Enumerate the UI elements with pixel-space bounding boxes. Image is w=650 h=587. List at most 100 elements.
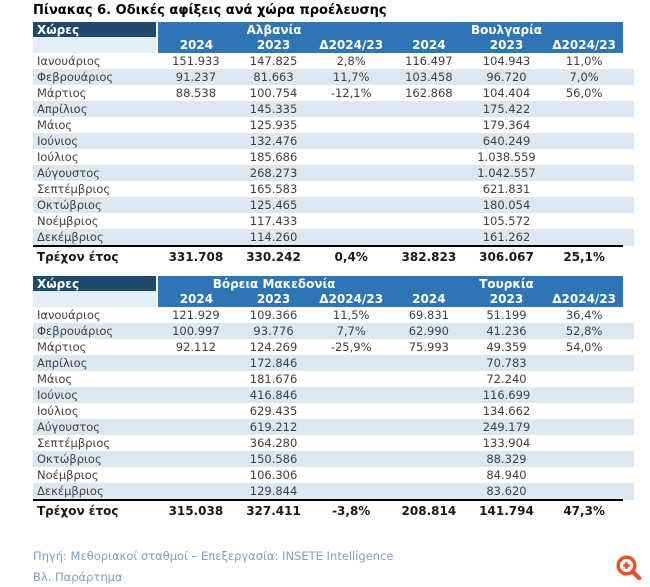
value-cell <box>545 101 623 117</box>
value-cell <box>390 213 468 229</box>
value-cell: 100.754 <box>249 86 298 100</box>
value-cell: 7,7% <box>312 323 391 339</box>
month-row: Ιούλιος 185.686 1.038.559 <box>33 149 634 165</box>
value-cell <box>157 165 235 181</box>
total-label: Τρέχον έτος <box>33 245 158 266</box>
value-cell: 621.831 <box>482 182 531 196</box>
month-label: Απρίλιος <box>33 101 158 117</box>
month-label: Αύγουστος <box>33 165 158 181</box>
value-cell: 91.237 <box>157 69 235 85</box>
value-cell <box>157 117 235 133</box>
total-value-cell: 330.242 <box>234 245 313 266</box>
total-label: Τρέχον έτος <box>33 499 158 520</box>
row-filler <box>622 483 634 500</box>
row-filler <box>623 467 634 483</box>
value-cell <box>312 133 391 149</box>
total-value-cell: 47,3% <box>545 499 623 520</box>
row-filler <box>622 69 634 85</box>
value-cell <box>157 181 235 197</box>
total-filler <box>622 500 634 520</box>
appendix-note: Βλ. Παράρτημα <box>33 570 123 584</box>
row-filler <box>622 451 634 467</box>
value-cell: 11,0% <box>565 54 603 68</box>
month-label: Δεκέμβριος <box>33 483 158 500</box>
month-label: Νοέμβριος <box>37 468 99 482</box>
month-row: Δεκέμβριος 129.844 83.620 <box>33 483 634 500</box>
year-header: 2024 <box>390 37 468 53</box>
value-cell <box>545 451 623 467</box>
row-filler <box>623 307 634 323</box>
month-row: Ιούλιος 629.435 134.662 <box>33 403 634 419</box>
value-cell <box>390 435 468 451</box>
month-label: Αύγουστος <box>33 419 158 435</box>
value-cell <box>545 371 623 387</box>
row-filler <box>623 53 634 69</box>
value-cell <box>545 483 623 500</box>
total-value-cell: 327.411 <box>234 499 313 520</box>
month-label: Ιούλιος <box>37 150 79 164</box>
value-cell: 364.280 <box>249 436 298 450</box>
total-value-cell: 25,1% <box>545 245 623 266</box>
total-value-cell: 141.794 <box>467 499 546 520</box>
value-cell <box>390 451 468 467</box>
row-filler <box>622 229 634 246</box>
value-cell: 150.586 <box>234 451 313 467</box>
value-cell <box>390 149 468 165</box>
value-cell: 36,4% <box>565 308 603 322</box>
country-group-header: Βόρεια Μακεδονία <box>157 276 391 291</box>
value-cell <box>157 467 235 483</box>
month-label: Μάιος <box>37 118 73 132</box>
value-cell <box>390 483 468 500</box>
month-label: Μάρτιος <box>37 86 87 100</box>
total-value-cell: 306.067 <box>467 245 546 266</box>
year-header: 2023 <box>234 37 313 53</box>
value-cell: 181.676 <box>249 372 298 386</box>
value-cell: 133.904 <box>482 436 531 450</box>
value-cell: 103.458 <box>390 69 468 85</box>
row-filler <box>622 323 634 339</box>
value-cell: 629.435 <box>249 404 298 418</box>
value-cell: 1.038.559 <box>477 150 536 164</box>
row-filler <box>623 339 634 355</box>
value-cell: 105.572 <box>482 214 531 228</box>
month-label: Φεβρουάριος <box>33 69 158 85</box>
month-label: Μάιος <box>37 372 73 386</box>
value-cell <box>157 435 235 451</box>
month-label: Ιούνιος <box>33 387 158 403</box>
value-cell <box>312 181 390 197</box>
header-filler <box>622 291 634 307</box>
row-filler <box>623 85 634 101</box>
value-cell: 640.249 <box>467 133 546 149</box>
value-cell <box>157 101 235 117</box>
value-cell: 124.269 <box>249 340 298 354</box>
month-row: Ιούνιος 132.476 640.249 <box>33 133 634 149</box>
month-row: Μάρτιος 88.538 100.754 -12,1% 162.868 104.404… <box>33 85 634 101</box>
value-cell <box>312 371 390 387</box>
countries-corner-header: Χώρες <box>33 276 159 291</box>
value-cell: 104.404 <box>482 86 531 100</box>
total-row: Τρέχον έτος 315.038 327.411 -3,8% 208.814 141… <box>33 499 634 520</box>
row-filler <box>622 101 634 117</box>
value-cell <box>390 165 468 181</box>
country-group-header: Βουλγαρία <box>390 22 623 37</box>
value-cell: 109.366 <box>249 308 298 322</box>
month-row: Σεπτέμβριος 165.583 621.831 <box>33 181 634 197</box>
month-row: Οκτώβριος 125.465 180.054 <box>33 197 634 213</box>
value-cell: 49.359 <box>486 340 527 354</box>
month-row: Αύγουστος 268.273 1.042.557 <box>33 165 634 181</box>
month-label: Μάρτιος <box>37 340 87 354</box>
value-cell: 62.990 <box>390 323 468 339</box>
total-value-cell: 0,4% <box>312 245 391 266</box>
year-header: 2023 <box>467 37 546 53</box>
month-label: Ιούνιος <box>33 133 158 149</box>
value-cell: 92.112 <box>175 340 217 354</box>
value-cell <box>157 483 235 500</box>
value-cell <box>157 229 235 246</box>
month-row: Σεπτέμβριος 364.280 133.904 <box>33 435 634 451</box>
value-cell <box>545 419 623 435</box>
value-cell: 129.844 <box>234 483 313 500</box>
value-cell <box>157 133 235 149</box>
value-cell <box>390 117 468 133</box>
zoom-in-icon[interactable] <box>614 553 644 583</box>
